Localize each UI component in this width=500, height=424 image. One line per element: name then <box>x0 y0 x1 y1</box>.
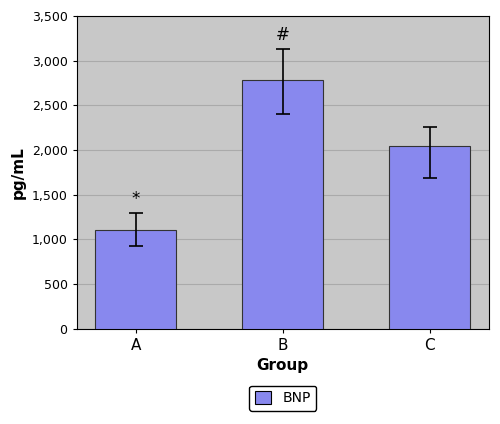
Y-axis label: pg/mL: pg/mL <box>11 146 26 199</box>
Bar <box>390 146 470 329</box>
X-axis label: Group: Group <box>256 358 309 373</box>
Bar <box>242 81 323 329</box>
Text: *: * <box>132 190 140 208</box>
Legend: BNP: BNP <box>249 385 316 411</box>
Text: #: # <box>276 26 289 44</box>
Bar <box>96 230 176 329</box>
